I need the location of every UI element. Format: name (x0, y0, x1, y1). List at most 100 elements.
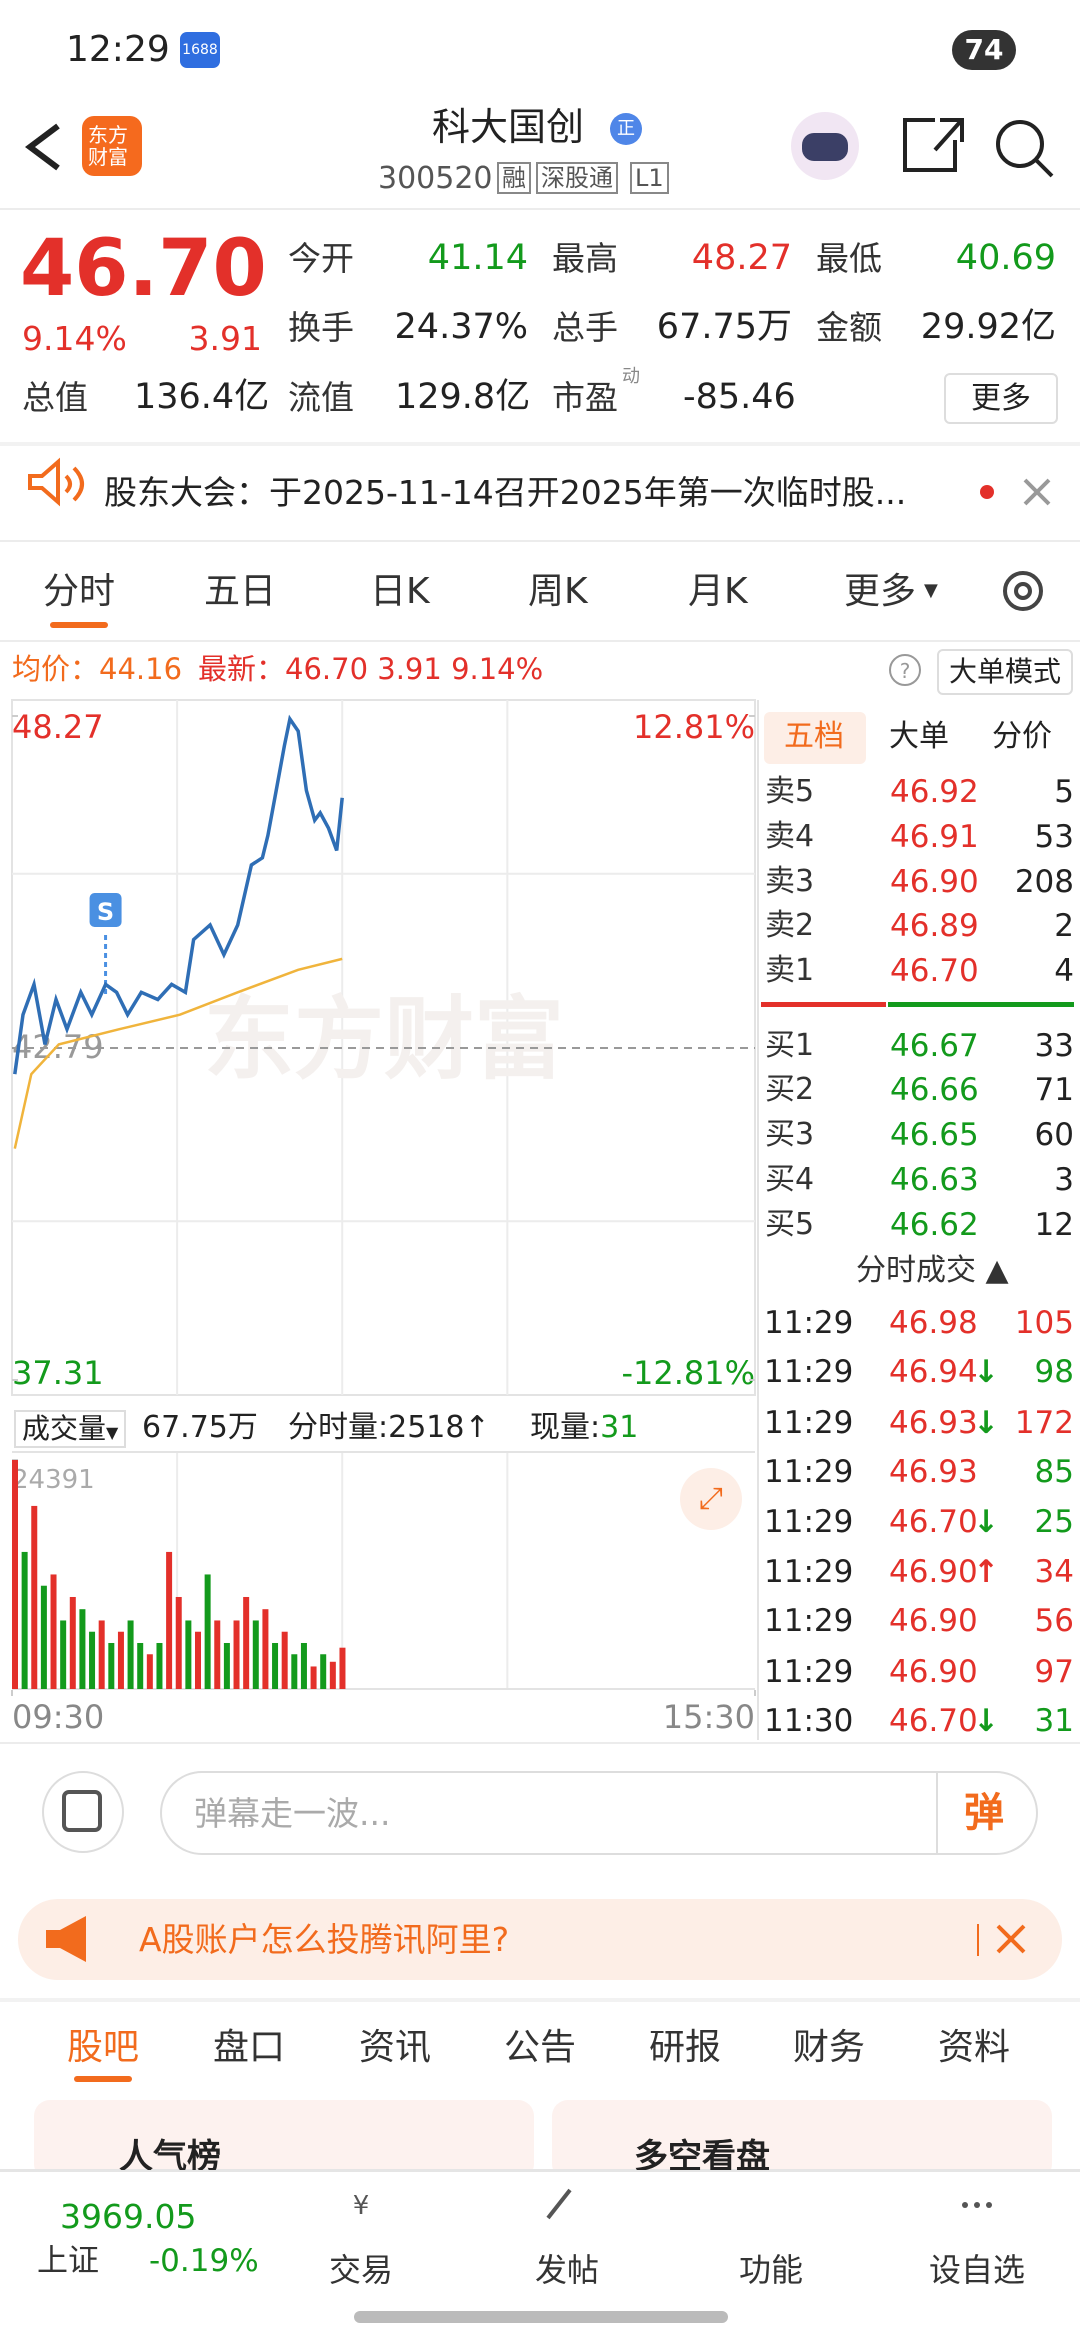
danmu-input[interactable] (160, 1771, 1038, 1855)
bottom-tab[interactable]: 财务 (793, 2027, 866, 2068)
chart-tab[interactable]: 更多 (844, 571, 917, 612)
book-qty: 33 (1034, 1028, 1074, 1064)
trade-time: 11:29 (764, 1305, 854, 1341)
trade-time: 11:30 (764, 1703, 854, 1739)
trade-time: 11:29 (764, 1554, 854, 1590)
book-price: 46.65 (890, 1117, 979, 1153)
volume-bar (204, 1574, 211, 1689)
field-label: 市盈 (552, 378, 618, 417)
index-value[interactable]: 3969.05 (60, 2197, 197, 2236)
expand-button[interactable]: ⤢ (680, 1468, 742, 1530)
card-title[interactable]: 人气榜 (119, 2137, 221, 2177)
book-price: 46.62 (890, 1207, 979, 1243)
bottom-tab[interactable]: 盘口 (213, 2027, 286, 2068)
book-price: 46.92 (890, 774, 979, 810)
book-qty: 71 (1034, 1072, 1074, 1108)
share-icon[interactable] (903, 118, 964, 172)
danmu-placeholder: 弹幕走一波... (194, 1794, 391, 1833)
card-title[interactable]: 多空看盘 (634, 2137, 770, 2177)
book-tab[interactable]: 五档 (784, 719, 844, 754)
app-icon: 1688 (180, 32, 220, 68)
field-value: 67.75万 (656, 307, 792, 347)
book-price: 46.66 (890, 1072, 979, 1108)
volume-bar (243, 1596, 250, 1689)
x-tick-label: 15:30 (663, 1698, 755, 1736)
volume-bar (31, 1505, 38, 1689)
volume-bar (272, 1642, 279, 1689)
book-label: 卖5 (765, 774, 815, 809)
logo-text: 东方 财富 (88, 124, 128, 168)
marker (89, 893, 122, 927)
field-value: 48.27 (691, 238, 792, 278)
volume-bar (12, 1460, 18, 1689)
bottom-tab[interactable]: 资讯 (359, 2027, 432, 2068)
trade-qty: 56 (1034, 1603, 1074, 1639)
chart-tab[interactable]: 日K (370, 571, 430, 612)
trade-price: 46.70 (889, 1504, 978, 1540)
book-price: 46.90 (890, 864, 979, 900)
trade-time: 11:29 (764, 1603, 854, 1639)
field-label: 换手 (288, 308, 354, 347)
badge: 正 (610, 113, 642, 145)
trade-price: 46.93 (889, 1405, 978, 1441)
tab-underline (50, 622, 108, 628)
trade-qty: 31 (1034, 1703, 1074, 1739)
close-icon[interactable] (1023, 478, 1051, 506)
danmu-toggle[interactable] (42, 1771, 124, 1853)
nav-item[interactable]: 发帖 (534, 2251, 599, 2289)
volume-bar (127, 1620, 134, 1689)
avg-info: 均价：44.16 (12, 655, 182, 684)
ad-text[interactable]: A股账户怎么投腾讯阿里? (139, 1920, 510, 1959)
chart-tab[interactable]: 分时 (43, 571, 116, 612)
volume-bar (117, 1631, 124, 1689)
volume-total: 67.75万 (142, 1410, 258, 1445)
bottom-tab[interactable]: 公告 (504, 2027, 577, 2068)
book-label: 卖1 (765, 953, 815, 988)
mode-button[interactable]: 大单模式 (937, 649, 1073, 695)
volume-bar (262, 1609, 269, 1689)
chart-tab[interactable]: 月K (688, 571, 748, 612)
notice-icon (28, 457, 84, 507)
search-icon[interactable] (996, 120, 1044, 168)
trade-time: 11:29 (764, 1504, 854, 1540)
settings-icon[interactable] (1003, 571, 1043, 611)
latest-change: 3.91 (377, 652, 442, 686)
book-tab[interactable]: 分价 (992, 719, 1052, 754)
trade-time: 11:29 (764, 1654, 854, 1690)
nav-item[interactable]: 功能 (738, 2251, 803, 2289)
ad-banner[interactable] (18, 1899, 1062, 1980)
volume-bar (233, 1620, 240, 1689)
book-label: 买3 (765, 1117, 815, 1152)
y2-tick-label: 12.81% (633, 708, 755, 746)
field-value: 41.14 (427, 238, 528, 278)
svg-text:?: ? (900, 659, 911, 683)
book-tab[interactable]: 大单 (889, 719, 949, 754)
nav-item[interactable]: 设自选 (928, 2251, 1025, 2289)
nav-item[interactable]: 交易 (328, 2251, 393, 2289)
trade-price: 46.90 (889, 1554, 978, 1590)
back-icon[interactable] (25, 123, 60, 171)
y2-tick-label: -12.81% (621, 1354, 755, 1392)
volume-bar (50, 1574, 57, 1689)
chart-tab[interactable]: 周K (528, 571, 588, 612)
volume-header: 成交量 (22, 1412, 107, 1445)
volume-bar (252, 1620, 259, 1689)
chart-tab[interactable]: 五日 (204, 571, 277, 612)
volume-bar (40, 1585, 47, 1689)
volume-selector[interactable]: 成交量▼ (14, 1410, 127, 1448)
field-label: 流值 (288, 378, 354, 417)
notice-text[interactable]: 股东大会：于2025-11-14召开2025年第一次临时股... (104, 473, 907, 512)
field-value: 29.92亿 (920, 307, 1056, 347)
bottom-tab[interactable]: 股吧 (67, 2027, 140, 2068)
danmu-button[interactable]: 弹 (964, 1790, 1004, 1836)
trade-qty: 172 (1014, 1405, 1074, 1441)
trade-price: 46.93 (889, 1454, 978, 1490)
avg-label: 均价： (12, 652, 100, 686)
more-button[interactable]: 更多 (944, 373, 1058, 424)
latest-info: 最新：46.70 3.91 9.14% (198, 655, 543, 684)
bottom-tab[interactable]: 资料 (938, 2027, 1011, 2068)
dropdown-arrow: ▼ (924, 580, 938, 601)
bottom-tab[interactable]: 研报 (649, 2027, 722, 2068)
volume-bar (156, 1642, 163, 1689)
